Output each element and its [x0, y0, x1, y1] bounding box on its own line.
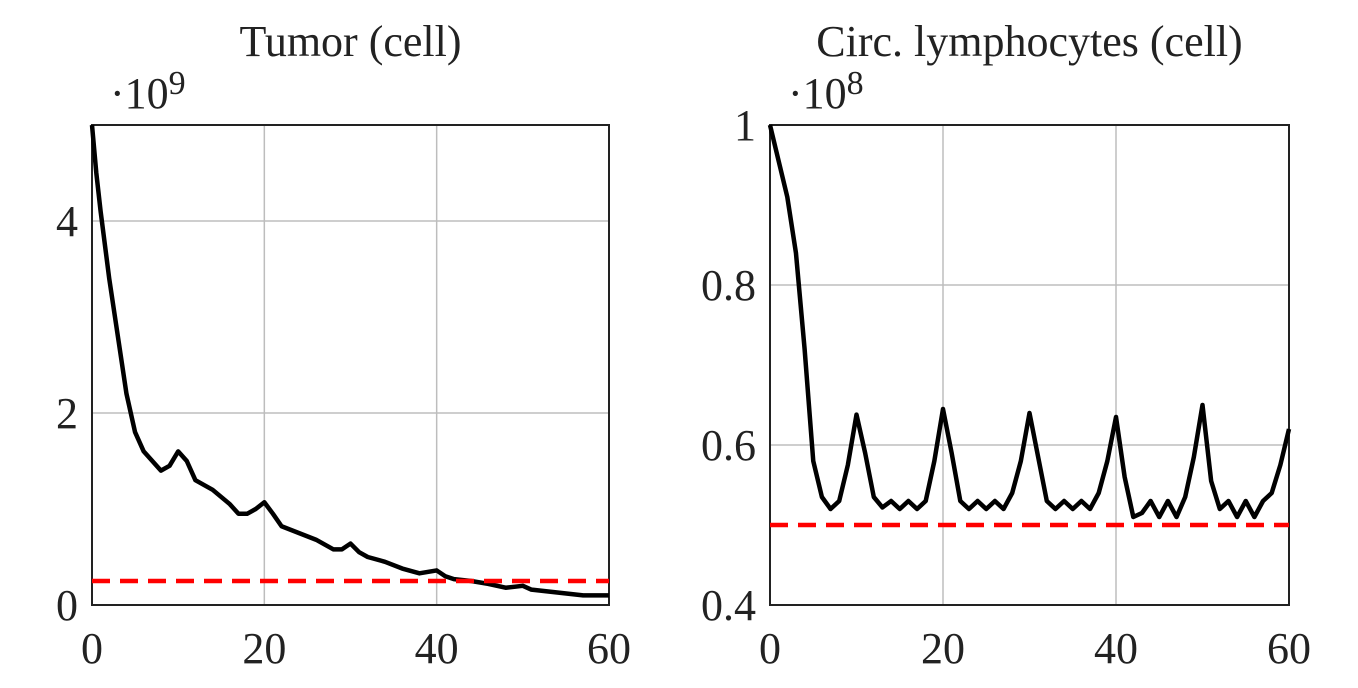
y-tick-label: 4 [56, 197, 78, 246]
multiplier-base: ·10 [110, 69, 169, 118]
multiplier-exponent: 9 [169, 65, 186, 102]
y-tick-label: 1 [734, 101, 756, 150]
x-tick-label: 0 [759, 624, 781, 673]
x-tick-label: 0 [81, 624, 103, 673]
x-tick-label: 60 [1267, 624, 1311, 673]
y-tick-label: 2 [56, 389, 78, 438]
y-tick-label: 0.8 [701, 261, 756, 310]
subplot-title: Tumor (cell) [239, 17, 461, 66]
x-tick-label: 40 [1094, 624, 1138, 673]
data-line [767, 124, 1292, 520]
multiplier-exponent: 8 [847, 65, 864, 102]
y-multiplier: ·108 [788, 65, 864, 118]
data-line [89, 124, 609, 598]
y-tick-label: 0 [56, 581, 78, 630]
x-tick-label: 20 [242, 624, 286, 673]
y-tick-label: 0.4 [701, 581, 756, 630]
subplot: 0 20 40 60 0 2 4 Tumor (cell) ·109 [56, 17, 631, 673]
subplot-title: Circ. lymphocytes (cell) [816, 17, 1242, 66]
subplot: 0 20 40 60 0.4 0.6 0.8 1 Circ. lymphocytes (cell… [701, 17, 1311, 673]
x-tick-label: 40 [415, 624, 459, 673]
x-tick-label: 20 [921, 624, 965, 673]
plot-frame [769, 124, 1290, 606]
y-multiplier: ·109 [110, 65, 186, 118]
plot-frame [91, 124, 610, 606]
multiplier-base: ·10 [788, 69, 847, 118]
y-tick-label: 0.6 [701, 421, 756, 470]
x-tick-label: 60 [587, 624, 631, 673]
